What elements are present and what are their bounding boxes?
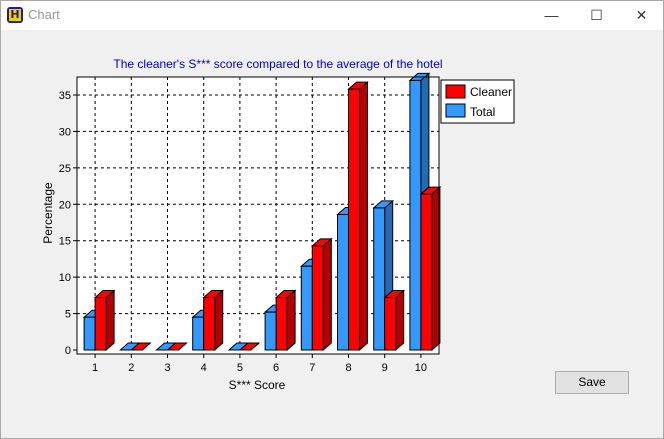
y-tick-label: 10 (59, 272, 71, 284)
x-axis-label: S*** Score (229, 378, 286, 392)
x-tick-label: 7 (309, 362, 315, 374)
x-tick-label: 10 (415, 362, 427, 374)
minimize-icon: — (544, 7, 559, 23)
app-icon-letter: H (9, 8, 21, 21)
bar-cleaner-side (286, 289, 296, 352)
y-tick-label: 25 (59, 163, 71, 175)
title-bar[interactable]: H Chart — ☐ ✕ (1, 1, 663, 30)
x-tick-label: 5 (237, 362, 243, 374)
bar-cleaner (311, 245, 324, 351)
bar-cleaner-top (129, 342, 152, 351)
bar-cleaner-side (105, 289, 115, 352)
y-tick-label: 15 (59, 236, 71, 248)
plot-area: 0 5 10 15 20 25 30 35 1 2 3 4 5 6 7 8 9 10 (59, 72, 442, 374)
bar-cleaner-side (214, 289, 224, 352)
x-tick-label: 1 (92, 362, 98, 374)
bar-total (409, 79, 422, 351)
bar-cleaner (275, 297, 288, 351)
maximize-icon: ☐ (590, 7, 603, 23)
x-tick-label: 3 (164, 362, 170, 374)
y-tick-label: 35 (59, 90, 71, 102)
y-tick-label: 0 (65, 345, 71, 357)
y-tick-label: 20 (59, 199, 71, 211)
x-tick-label: 2 (128, 362, 134, 374)
app-icon: H (7, 7, 23, 23)
legend-swatch-total (445, 103, 466, 118)
legend-label-total: Total (470, 105, 495, 119)
x-tick-label: 6 (273, 362, 279, 374)
y-axis-label: Percentage (41, 182, 55, 244)
bar-cleaner (384, 297, 397, 351)
x-tick-label: 8 (345, 362, 351, 374)
bar-total (83, 316, 96, 351)
bar-cleaner (348, 88, 360, 351)
chart-title: The cleaner's S*** score compared to the… (113, 57, 442, 71)
bar-cleaner (203, 297, 216, 351)
save-button[interactable]: Save (555, 371, 629, 394)
y-tick-label: 30 (59, 126, 71, 138)
bar-cleaner (94, 297, 107, 351)
minimize-button[interactable]: — (529, 1, 574, 30)
x-tick-label: 4 (201, 362, 207, 374)
bar-total (300, 265, 313, 351)
maximize-button[interactable]: ☐ (574, 1, 619, 30)
bar-total (337, 213, 349, 351)
legend-label-cleaner: Cleaner (470, 85, 512, 99)
bar-cleaner-side (359, 81, 368, 352)
close-button[interactable]: ✕ (619, 1, 664, 30)
bar-cleaner-side (322, 237, 332, 352)
window-title: Chart (28, 7, 60, 22)
plot-border (76, 76, 440, 355)
legend: Cleaner Total (440, 79, 515, 124)
legend-swatch-cleaner (445, 84, 466, 99)
bar-cleaner-side (395, 289, 405, 352)
bar-total (373, 207, 386, 351)
bar-cleaner (420, 193, 433, 351)
x-tick-label: 9 (382, 362, 388, 374)
bar-total (264, 311, 277, 351)
y-tick-label: 5 (65, 309, 71, 321)
bar-cleaner-top (238, 342, 261, 351)
bar-cleaner-top (166, 342, 188, 351)
close-icon: ✕ (635, 7, 648, 23)
bar-total (192, 316, 205, 351)
